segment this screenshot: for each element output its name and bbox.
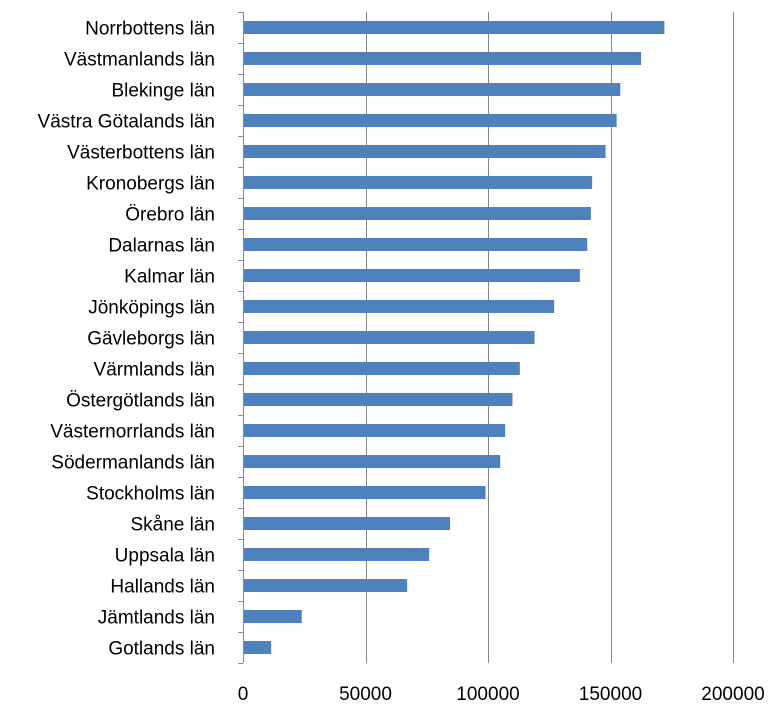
category-label: Södermanlands län bbox=[51, 453, 215, 474]
bars bbox=[244, 21, 665, 654]
category-label: Stockholms län bbox=[86, 484, 215, 505]
category-label: Värmlands län bbox=[94, 360, 215, 381]
bar bbox=[244, 548, 430, 561]
bar bbox=[244, 207, 591, 220]
bar bbox=[244, 610, 302, 623]
bar bbox=[244, 176, 593, 189]
bar bbox=[244, 145, 606, 158]
bar bbox=[244, 114, 617, 127]
bar bbox=[244, 331, 535, 344]
category-label: Kronobergs län bbox=[86, 174, 215, 195]
category-label: Skåne län bbox=[130, 515, 215, 536]
category-label: Norrbottens län bbox=[85, 19, 215, 40]
bar bbox=[244, 21, 665, 34]
category-label: Jönköpings län bbox=[88, 298, 215, 319]
category-label: Västra Götalands län bbox=[38, 112, 215, 133]
category-label: Jämtlands län bbox=[98, 608, 215, 629]
category-label: Västernorrlands län bbox=[50, 422, 215, 443]
x-tick-labels: 0 50000 100000 150000 200000 bbox=[238, 684, 765, 705]
category-label: Gävleborgs län bbox=[87, 329, 215, 350]
category-label: Västerbottens län bbox=[67, 143, 215, 164]
bar bbox=[244, 362, 520, 375]
category-label: Uppsala län bbox=[115, 546, 215, 567]
bar bbox=[244, 455, 501, 468]
bar bbox=[244, 300, 555, 313]
bar bbox=[244, 641, 272, 654]
x-tick-label: 150000 bbox=[579, 684, 642, 705]
bar bbox=[244, 486, 486, 499]
x-tick-label: 0 bbox=[238, 684, 249, 705]
category-labels: Norrbottens län Västmanlands län Blekinge … bbox=[38, 19, 215, 660]
category-label: Gotlands län bbox=[108, 639, 215, 660]
bar bbox=[244, 269, 580, 282]
x-tick-label: 100000 bbox=[456, 684, 519, 705]
category-label: Kalmar län bbox=[124, 267, 215, 288]
category-label: Hallands län bbox=[110, 577, 215, 598]
category-label: Blekinge län bbox=[111, 81, 215, 102]
category-label: Östergötlands län bbox=[66, 391, 215, 412]
x-tick-label: 200000 bbox=[701, 684, 764, 705]
category-label: Dalarnas län bbox=[108, 236, 215, 257]
bar bbox=[244, 579, 408, 592]
bar bbox=[244, 517, 451, 530]
x-tick-label: 50000 bbox=[339, 684, 392, 705]
bar bbox=[244, 424, 506, 437]
bar bbox=[244, 52, 642, 65]
category-label: Västmanlands län bbox=[64, 50, 215, 71]
category-label: Örebro län bbox=[125, 205, 215, 226]
bar bbox=[244, 393, 513, 406]
bar bbox=[244, 83, 621, 96]
bar bbox=[244, 238, 588, 251]
